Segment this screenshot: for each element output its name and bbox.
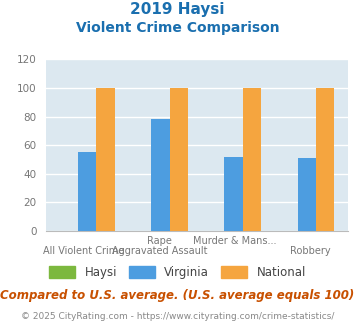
Text: Compared to U.S. average. (U.S. average equals 100): Compared to U.S. average. (U.S. average … — [0, 289, 355, 302]
Bar — [297, 158, 316, 231]
Bar — [78, 152, 97, 231]
Bar — [243, 88, 261, 231]
Bar — [224, 157, 243, 231]
Bar — [316, 88, 334, 231]
Legend: Haysi, Virginia, National: Haysi, Virginia, National — [44, 262, 311, 284]
Bar — [97, 88, 115, 231]
Bar — [151, 119, 170, 231]
Bar — [170, 88, 188, 231]
Text: Robbery: Robbery — [290, 246, 331, 256]
Text: Aggravated Assault: Aggravated Assault — [111, 246, 207, 256]
Text: Murder & Mans...: Murder & Mans... — [193, 236, 277, 246]
Text: All Violent Crime: All Violent Crime — [43, 246, 125, 256]
Text: Violent Crime Comparison: Violent Crime Comparison — [76, 21, 279, 35]
Text: © 2025 CityRating.com - https://www.cityrating.com/crime-statistics/: © 2025 CityRating.com - https://www.city… — [21, 312, 334, 321]
Text: Rape: Rape — [147, 236, 172, 246]
Text: 2019 Haysi: 2019 Haysi — [130, 2, 225, 16]
